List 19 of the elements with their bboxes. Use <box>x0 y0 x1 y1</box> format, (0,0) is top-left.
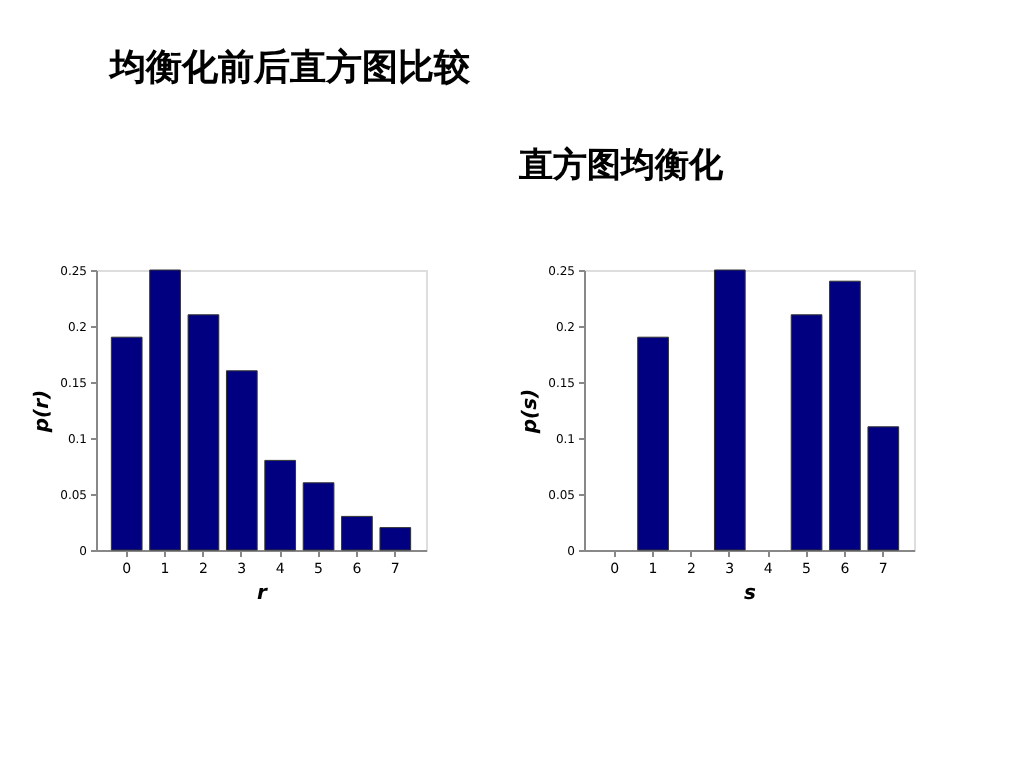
x-axis-title: r <box>257 583 270 605</box>
bar <box>790 314 823 551</box>
bar <box>187 314 220 551</box>
y-axis-title: p(s) <box>520 388 543 436</box>
bar <box>341 515 373 551</box>
chart-title: 直方图均衡化 <box>517 146 726 186</box>
bar <box>867 426 900 551</box>
chart-title: 均衡化前后直方图比较 <box>108 47 473 89</box>
bar <box>110 336 143 551</box>
bar <box>225 370 258 551</box>
bar <box>302 482 335 551</box>
bar <box>829 280 861 551</box>
bar <box>264 459 297 551</box>
bar <box>637 336 669 551</box>
y-axis-title: p(r) <box>32 389 55 435</box>
bar <box>713 269 746 551</box>
x-axis-title: s <box>744 583 757 605</box>
bar <box>379 527 412 551</box>
bar <box>149 269 181 551</box>
